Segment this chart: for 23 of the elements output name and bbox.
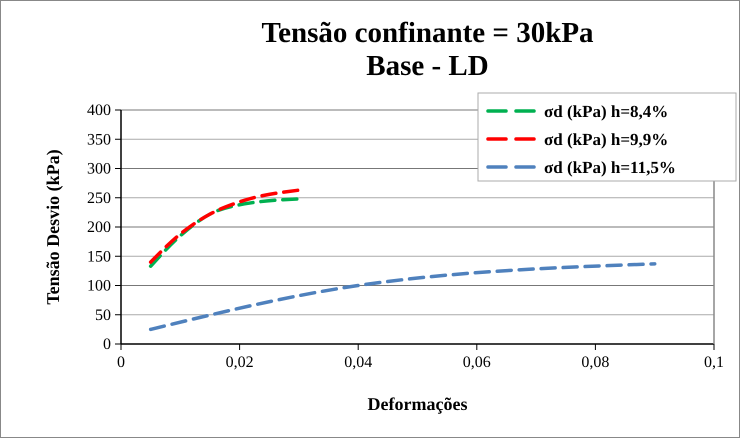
y-tick-label: 0 xyxy=(103,336,111,353)
line-series xyxy=(148,197,301,268)
y-axis-title: Tensão Desvio (kPa) xyxy=(43,149,63,305)
legend-label: σd (kPa) h=8,4% xyxy=(544,102,668,121)
chart-title: Tensão confinante = 30kPa Base - LD xyxy=(261,17,594,82)
y-tick-label: 400 xyxy=(87,102,111,119)
y-tick-label: 300 xyxy=(87,160,111,178)
legend-label: σd (kPa) h=11,5% xyxy=(544,158,676,177)
y-tick-label: 200 xyxy=(87,219,111,236)
x-tick-label: 0,02 xyxy=(226,354,254,371)
y-tick-label: 150 xyxy=(87,248,111,266)
y-tick-label: 100 xyxy=(87,278,111,294)
x-axis-title: Deformações xyxy=(368,394,468,414)
x-tick-label: 0,04 xyxy=(344,354,372,371)
y-tick-label: 50 xyxy=(95,306,111,324)
x-tick-label: 0 xyxy=(117,354,125,371)
x-tick-label: 0,1 xyxy=(704,354,724,371)
x-tick-label: 0,06 xyxy=(462,354,491,371)
legend-label: σd (kPa) h=9,9% xyxy=(544,130,668,149)
x-tick-label: 0,08 xyxy=(581,354,610,371)
y-tick-label: 350 xyxy=(87,131,111,148)
y-tick-label: 250 xyxy=(87,190,111,207)
line-series xyxy=(148,188,301,264)
